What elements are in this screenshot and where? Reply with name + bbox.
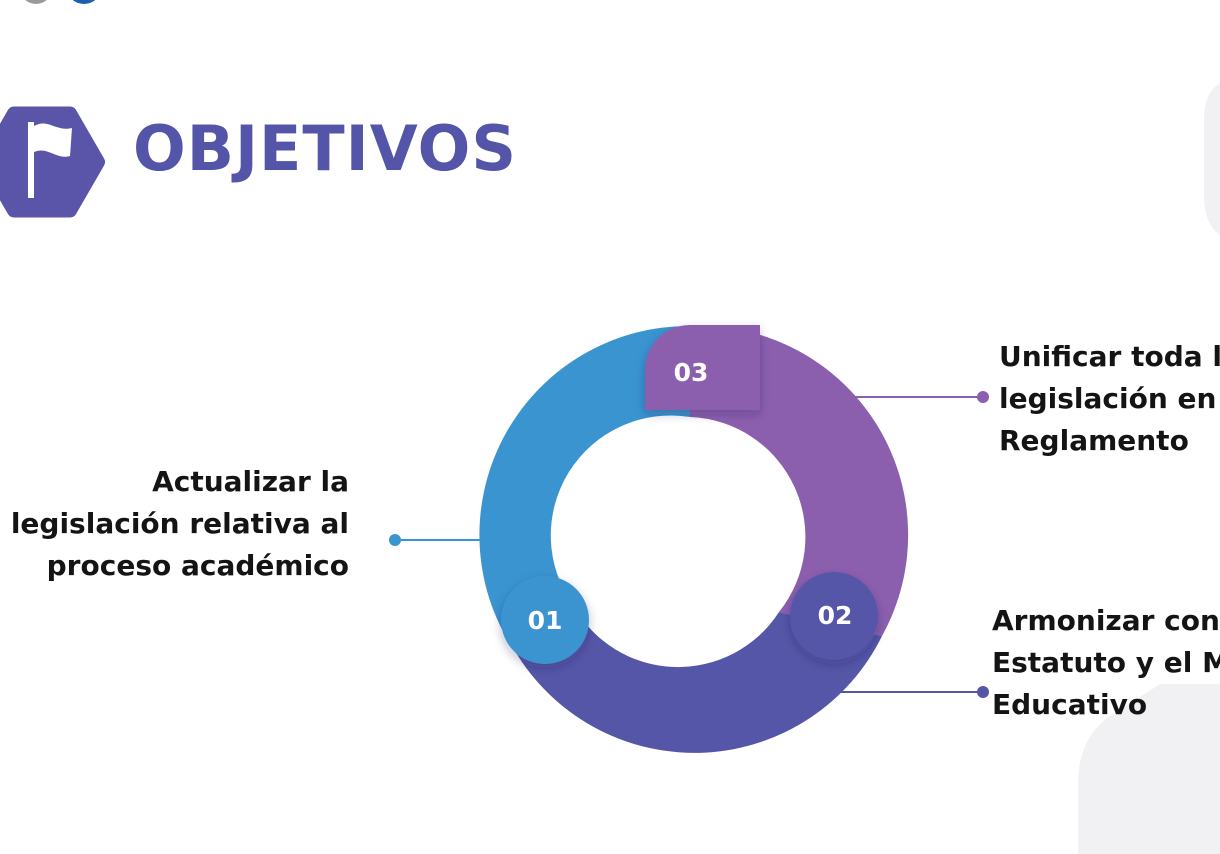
top-left-badges [25, 0, 96, 4]
segment-02 [518, 605, 882, 753]
objective-01-line-3: proceso académico [46, 549, 349, 582]
donut-chart: 03 02 01 [479, 325, 909, 753]
segment-label-01: 01 [528, 606, 563, 635]
decorative-shapes [1078, 83, 1220, 854]
segment-01 [479, 325, 690, 656]
marker-02 [790, 572, 878, 660]
objective-03-line-1: Unificar toda la [999, 340, 1220, 373]
objective-02-line-3: Educativo [992, 688, 1148, 721]
segment-label-02: 02 [818, 601, 853, 630]
objective-02-line-1: Armonizar con [992, 604, 1220, 637]
marker-01 [501, 576, 589, 664]
segment-label-03: 03 [674, 358, 709, 387]
objective-01-text: Actualizar la legislación relativa al pr… [11, 461, 349, 587]
flag-icon [0, 106, 105, 218]
connector-lines [389, 391, 989, 698]
objective-03-text: Unificar toda la legislación en u Reglam… [999, 336, 1220, 462]
page-title: OBJETIVOS [133, 112, 517, 185]
objective-02-text: Armonizar con Estatuto y el Mo Educativo [992, 600, 1220, 726]
objective-01-line-1: Actualizar la [152, 465, 349, 498]
objective-02-line-2: Estatuto y el Mo [992, 646, 1220, 679]
objective-03-line-3: Reglamento [999, 424, 1189, 457]
marker-03 [645, 325, 760, 410]
objective-01-line-2: legislación relativa al [10, 507, 349, 540]
objective-03-line-2: legislación en u [999, 382, 1220, 415]
